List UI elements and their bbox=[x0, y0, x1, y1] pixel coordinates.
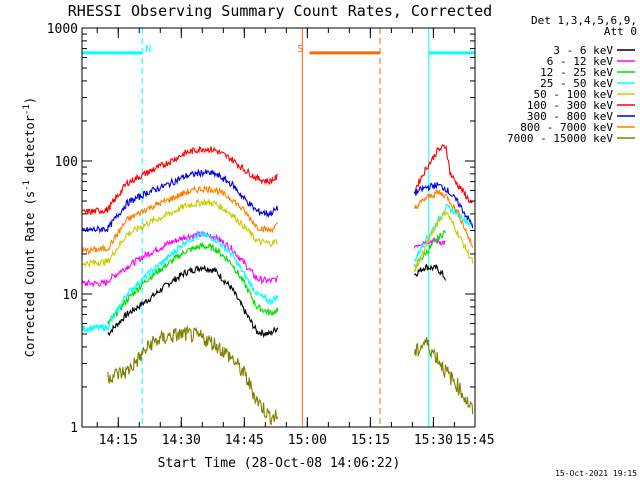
legend-entry-label: 100 - 300 keV bbox=[527, 99, 613, 112]
axes: 1 10 100 1000 14:15 14:30 14:45 15:00 15:15 15:30… bbox=[47, 22, 495, 448]
legend-entry-label: 7000 - 15000 keV bbox=[507, 132, 613, 145]
x-tick-label: 14:15 bbox=[99, 433, 138, 448]
series-line-3-6-kev-part2 bbox=[414, 263, 447, 281]
x-tick-label: 15:00 bbox=[288, 433, 327, 448]
chart-title: RHESSI Observing Summary Count Rates, Co… bbox=[68, 2, 492, 20]
x-tick-label: 14:45 bbox=[225, 433, 264, 448]
legend-header-line: Att 0 bbox=[604, 25, 637, 38]
series-line-100-300-kev-part2 bbox=[413, 144, 473, 204]
flag-label-n: N bbox=[145, 44, 151, 55]
x-tick-label: 15:45 bbox=[455, 433, 494, 448]
series-line-25-50-kev-part1 bbox=[81, 230, 279, 334]
series-line-800-7000-kev-part2 bbox=[413, 188, 474, 248]
y-axis-label-part: Corrected Count Rate (s bbox=[23, 191, 37, 357]
y-axis-label-part: -1 bbox=[22, 180, 32, 191]
series-line-7000-15000-kev-part2 bbox=[413, 336, 474, 415]
legend-header-line: Det 1,3,4,5,6,9, bbox=[531, 14, 637, 27]
legend-entry-label: 12 - 25 keV bbox=[540, 66, 613, 79]
series-line-50-100-kev-part1 bbox=[82, 197, 278, 268]
series-line-300-800-kev-part2 bbox=[413, 182, 474, 229]
y-tick-label: 100 bbox=[55, 155, 78, 170]
series-line-300-800-kev-part1 bbox=[82, 168, 279, 234]
x-axis-label: Start Time (28-Oct-08 14:06:22) bbox=[158, 456, 401, 471]
x-tick-label: 15:30 bbox=[414, 433, 453, 448]
y-tick-label: 10 bbox=[62, 288, 78, 303]
series-line-7000-15000-kev-part1 bbox=[107, 324, 279, 426]
legend-entry-label: 800 - 7000 keV bbox=[520, 121, 613, 134]
y-tick-label: 1 bbox=[70, 421, 78, 436]
plot-frame bbox=[81, 27, 476, 428]
series-line-800-7000-kev-part1 bbox=[81, 185, 279, 256]
legend-entry-label: 3 - 6 keV bbox=[553, 44, 613, 57]
y-axis-label-part: ) bbox=[23, 97, 37, 104]
legend-entry-label: 25 - 50 keV bbox=[540, 77, 613, 90]
series-line-12-25-kev-part1 bbox=[107, 241, 279, 326]
x-tick-label: 15:15 bbox=[351, 433, 390, 448]
series-line-50-100-kev-part2 bbox=[413, 210, 474, 273]
legend-entry-label: 50 - 100 keV bbox=[534, 88, 614, 101]
y-axis-label-part: -1 bbox=[22, 104, 32, 115]
series-line-3-6-kev-part1 bbox=[107, 265, 279, 339]
series-line-100-300-kev-part1 bbox=[82, 145, 278, 216]
footer-timestamp: 15-Oct-2021 19:15 bbox=[555, 469, 637, 478]
flag-label-s: S bbox=[297, 44, 303, 55]
legend-entry-label: 300 - 800 keV bbox=[527, 110, 613, 123]
legend-entry-label: 6 - 12 keV bbox=[547, 55, 614, 68]
y-tick-label: 1000 bbox=[47, 22, 78, 37]
y-axis-label-part: detector bbox=[23, 115, 37, 180]
x-tick-label: 14:30 bbox=[162, 433, 201, 448]
series-line-6-12-kev-part1 bbox=[81, 230, 279, 288]
y-axis-label: Corrected Count Rate (s-1 detector-1) bbox=[22, 97, 37, 357]
